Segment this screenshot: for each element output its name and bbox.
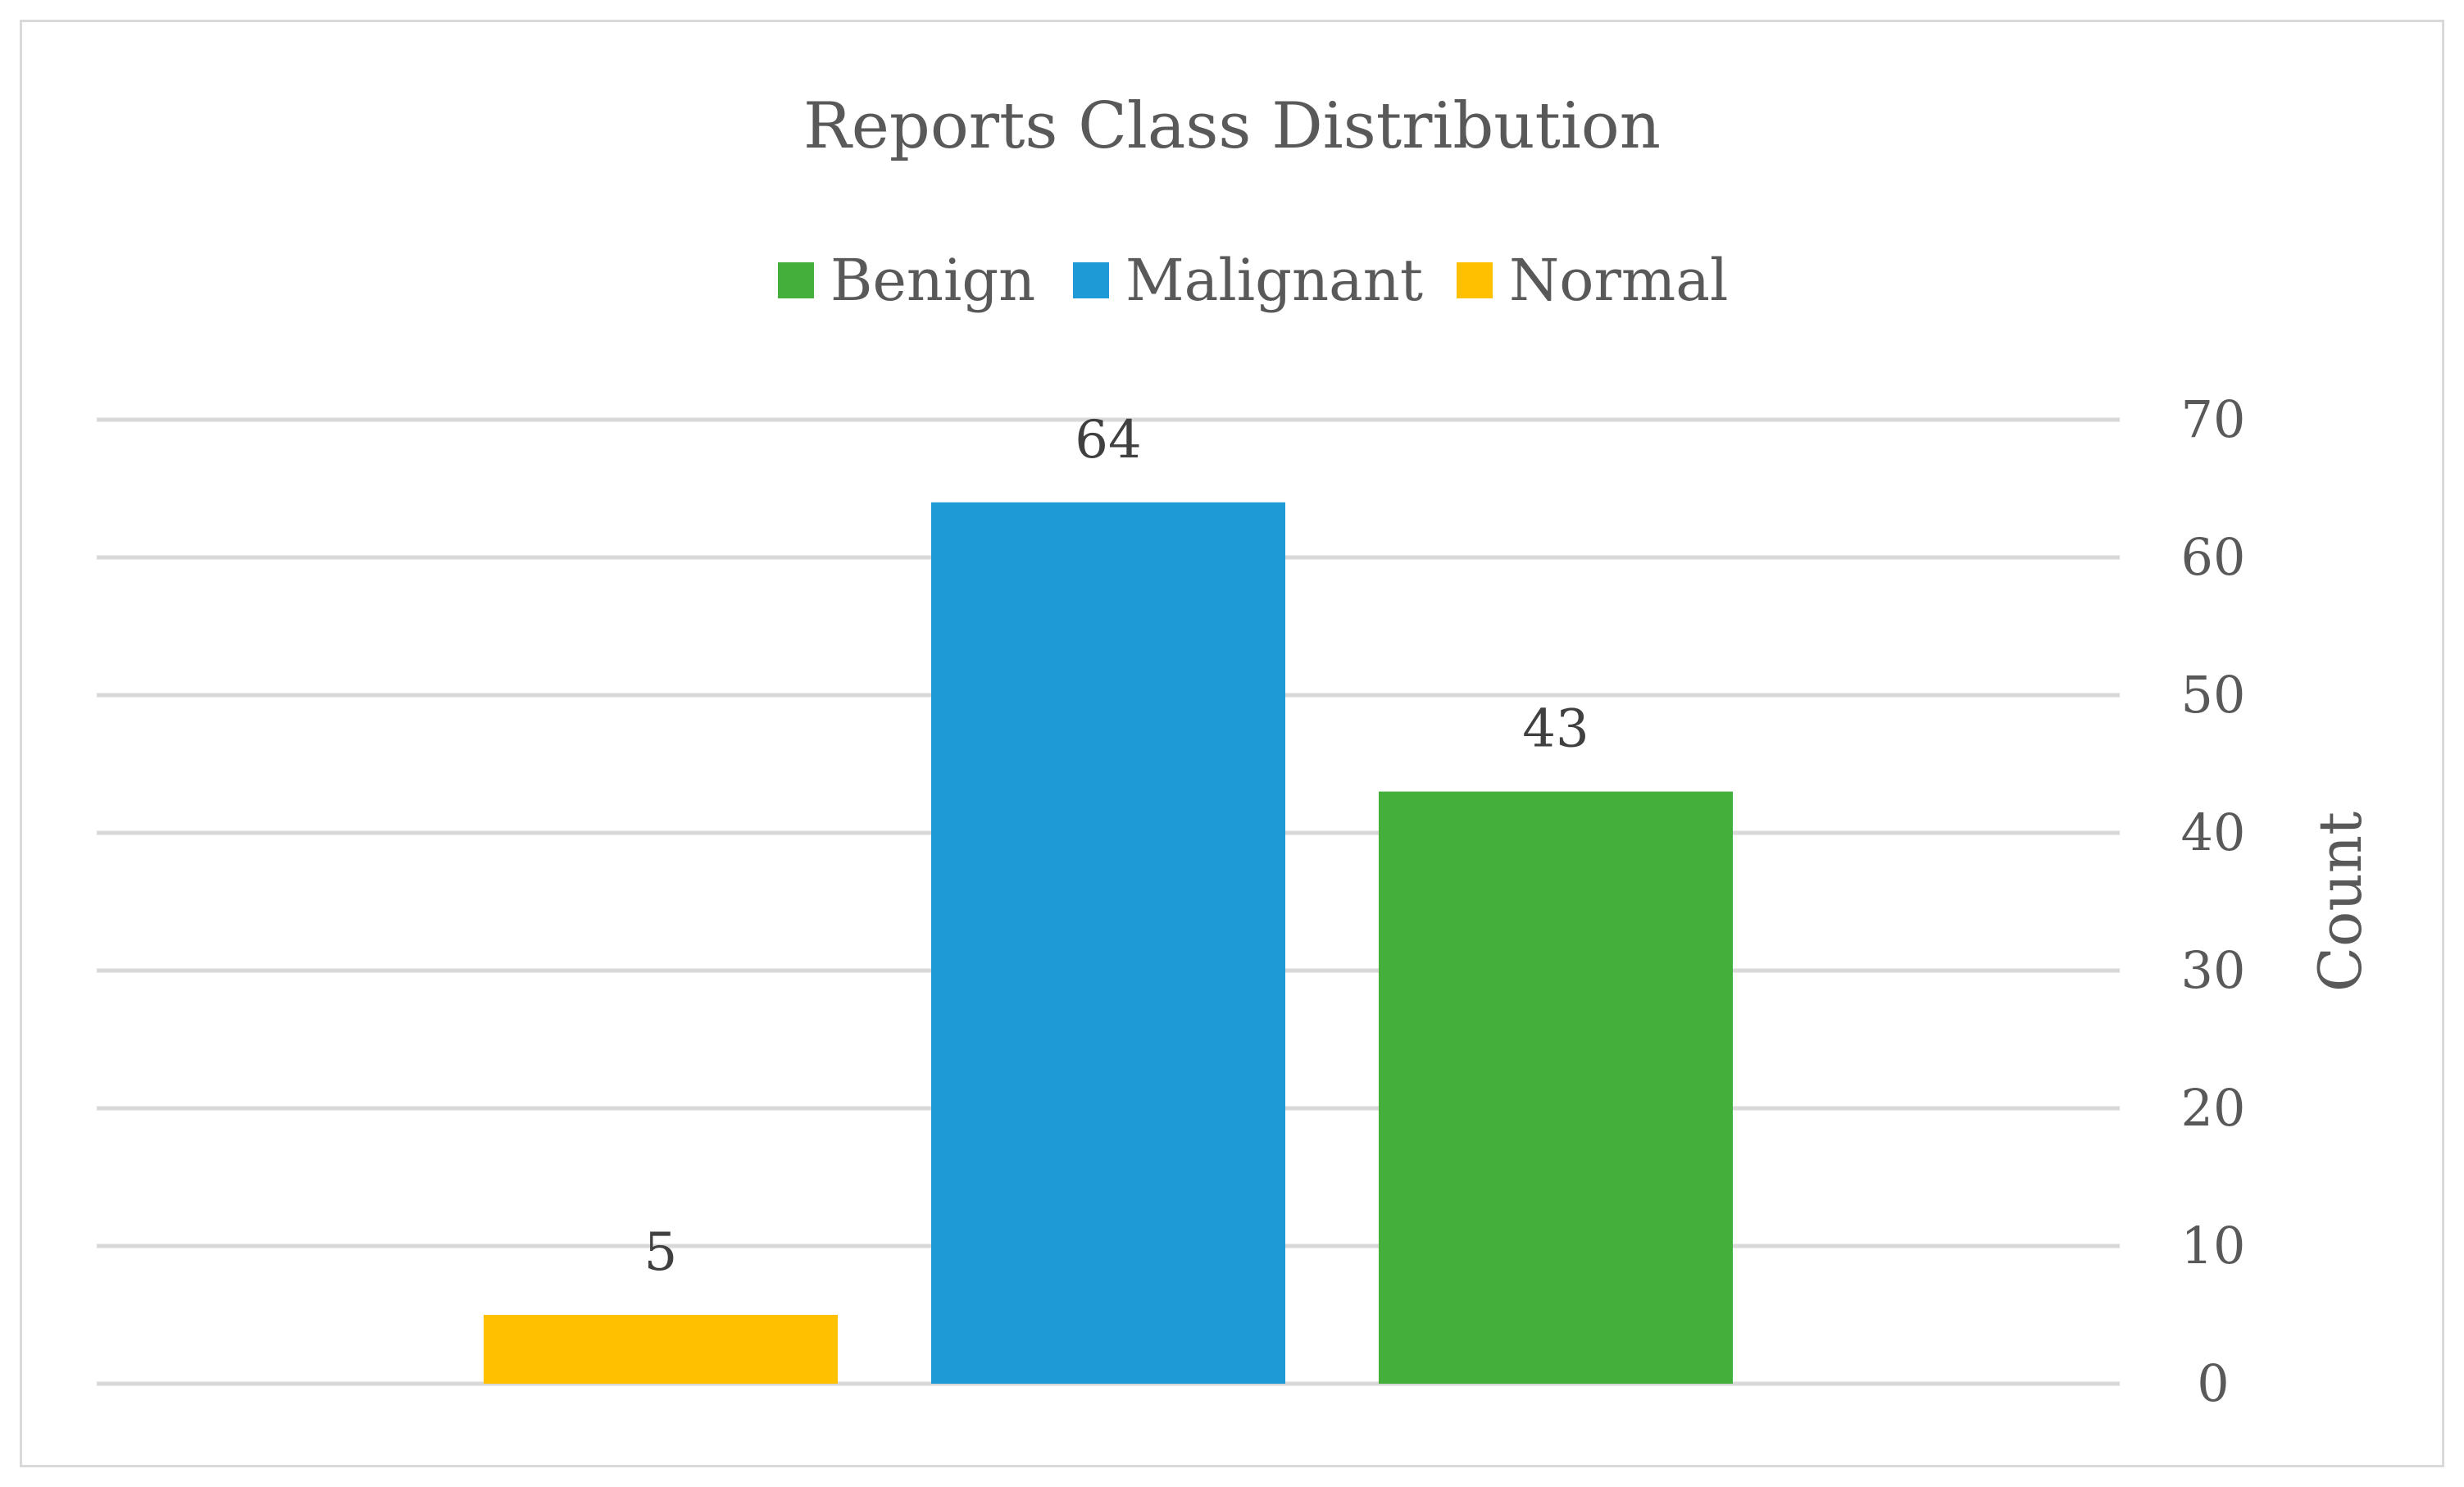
y-tick-label: 50	[2181, 665, 2246, 725]
legend-label-malignant: Malignant	[1125, 247, 1423, 314]
legend: Benign Malignant Normal	[778, 247, 1728, 314]
bar-benign	[1379, 791, 1733, 1384]
y-tick-label: 60	[2181, 527, 2246, 587]
legend-label-benign: Benign	[830, 247, 1035, 314]
bar-malignant	[931, 502, 1285, 1384]
legend-swatch-malignant	[1073, 262, 1109, 298]
y-tick-label: 20	[2181, 1078, 2246, 1138]
y-tick-label: 70	[2181, 389, 2246, 449]
y-tick-label: 40	[2181, 803, 2246, 862]
data-labels: 5 64 43	[644, 410, 1589, 1283]
y-axis-ticks: 0 10 20 30 40 50 60 70	[2181, 389, 2246, 1413]
y-tick-label: 30	[2181, 940, 2246, 1000]
data-label-malignant: 64	[1075, 410, 1141, 471]
legend-swatch-normal	[1457, 262, 1493, 298]
data-label-benign: 43	[1522, 699, 1589, 760]
chart-title: Reports Class Distribution	[803, 89, 1661, 163]
bar-normal	[484, 1315, 838, 1384]
y-tick-label: 10	[2181, 1216, 2246, 1276]
y-axis-title: Count	[2306, 812, 2375, 992]
legend-swatch-benign	[778, 262, 814, 298]
legend-label-normal: Normal	[1509, 247, 1728, 314]
data-label-normal: 5	[644, 1222, 678, 1283]
bars	[484, 502, 1733, 1384]
y-tick-label: 0	[2197, 1353, 2229, 1413]
